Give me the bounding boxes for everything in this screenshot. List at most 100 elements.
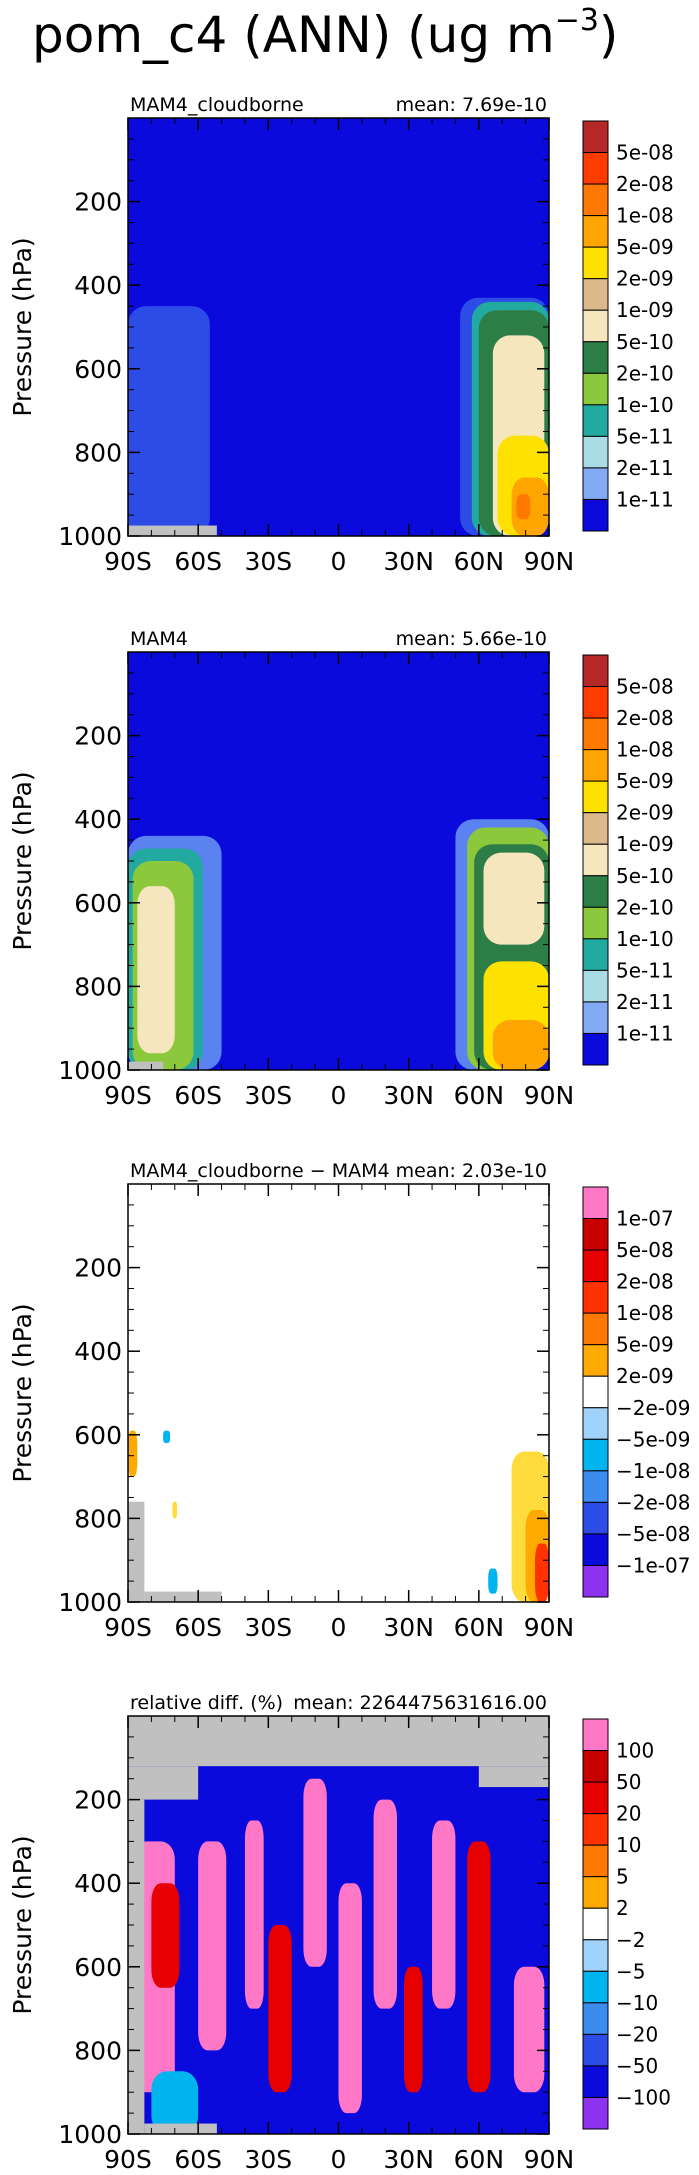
contour-region [373,1799,397,2009]
contour-field [128,1716,549,2134]
y-tick-label: 800 [74,438,122,467]
panel-label: MAM4_cloudborne [130,94,304,116]
colorbar-label: 1e-08 [616,204,674,228]
x-tick-label: 90S [104,1613,152,1642]
contour-region [492,1019,549,1070]
contour-region [198,1841,227,2051]
contour-region [137,886,175,1054]
colorbar-swatch [582,875,609,908]
colorbar-label: 5e-08 [616,675,674,699]
y-axis-label: Pressure (hPa) [8,1835,37,2014]
colorbar-swatch [582,1312,609,1346]
x-tick-label: 0 [331,547,347,576]
missing-data-region [128,1501,145,1602]
colorbar-label: 20 [616,1802,641,1826]
colorbar-swatch [582,1876,609,1909]
x-tick-label: 60N [454,1613,505,1642]
contour-region [488,1568,498,1594]
y-tick-label: 1000 [58,522,122,551]
mean-value: mean: 2.03e-10 [396,1160,547,1182]
colorbar-swatch [582,1844,609,1878]
colorbar-swatch [582,1438,609,1472]
colorbar-label: 1e-11 [616,1021,674,1045]
colorbar-swatch [582,1781,609,1815]
colorbar-swatch [582,152,609,185]
colorbar-label: 10 [616,1833,641,1857]
colorbar-swatch [582,2002,609,2035]
colorbar-label: 1e-09 [616,832,674,856]
colorbar-swatch [582,686,609,719]
colorbar-label: −20 [616,2022,658,2046]
contour-region [151,2071,199,2134]
y-tick-label: 400 [74,1337,122,1366]
colorbar-label: 1e-08 [616,1301,674,1325]
x-tick-label: 60N [454,2145,505,2174]
colorbar-swatch [582,1218,609,1251]
x-tick-label: 60S [174,1081,222,1110]
x-tick-label: 60S [174,1613,222,1642]
panel-label: MAM4 [130,628,188,650]
colorbar-label: −1e-07 [616,1553,690,1577]
colorbar-label: 5e-08 [616,141,674,165]
missing-data-region [478,1766,549,1788]
colorbar-label: 5e-09 [616,235,674,259]
contour-region [403,1966,423,2093]
colorbar-label: 2e-10 [616,895,674,919]
contour-region [513,1966,545,2093]
colorbar-label: 5e-09 [616,1333,674,1357]
x-tick-label: 60N [454,547,505,576]
y-tick-label: 200 [74,722,122,751]
x-tick-label: 30N [383,547,434,576]
colorbar-label: 50 [616,1770,641,1794]
colorbar-swatch [582,1249,609,1283]
field-background [128,1184,549,1602]
contour-region [303,1778,327,1967]
x-tick-label: 60S [174,547,222,576]
colorbar-swatch [582,1501,609,1535]
x-tick-label: 30N [383,1081,434,1110]
contour-region [128,306,210,536]
colorbar-label: 2e-08 [616,706,674,730]
colorbar-swatch [582,246,609,280]
colorbar-label: −10 [616,1991,658,2015]
panel-label: MAM4_cloudborne − MAM4 [130,1160,390,1182]
colorbar-swatch [582,372,609,406]
contour-field [128,118,549,536]
x-tick-label: 90S [104,2145,152,2174]
y-tick-label: 200 [74,188,122,217]
colorbar-swatch [582,1407,609,1440]
colorbar-label: 1e-08 [616,738,674,762]
missing-data-region [144,2123,217,2134]
colorbar-label: 2e-08 [616,172,674,196]
colorbar-label: 5e-11 [616,958,674,982]
colorbar-label: 2e-09 [616,1364,674,1388]
contour-region [268,1925,292,2093]
colorbar-swatch [582,435,609,469]
colorbar-label: 1e-11 [616,487,674,511]
colorbar-swatch [582,1939,609,1972]
colorbar-swatch [582,183,609,217]
x-tick-label: 30S [244,547,292,576]
y-tick-label: 600 [74,889,122,918]
contour-field [128,652,549,1070]
x-tick-label: 90N [524,2145,575,2174]
colorbar-label: 1e-07 [616,1207,674,1231]
mean-value: mean: 5.66e-10 [396,628,547,650]
x-tick-label: 60S [174,2145,222,2174]
x-tick-label: 30N [383,2145,434,2174]
colorbar-label: −1e-08 [616,1459,690,1483]
contour-region [467,1841,491,2093]
x-tick-label: 30S [244,1613,292,1642]
y-tick-label: 1000 [58,2120,122,2149]
mean-value: mean: 7.69e-10 [396,94,547,116]
colorbar-swatch [582,1564,609,1598]
colorbar-swatch [582,717,609,751]
colorbar-label: −5e-09 [616,1427,690,1451]
x-tick-label: 90N [524,1081,575,1110]
contour-region [163,1430,171,1444]
colorbar-swatch [582,278,609,311]
colorbar-label: 100 [616,1739,654,1763]
